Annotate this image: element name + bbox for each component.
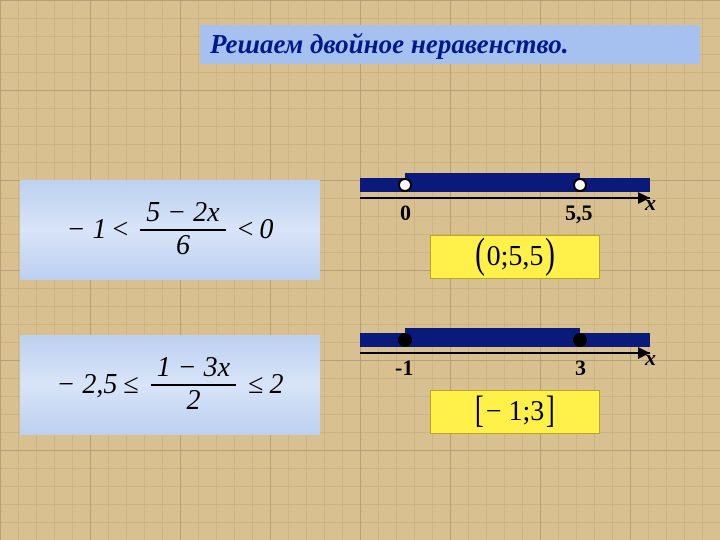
interval2-body: − 1;3 bbox=[486, 396, 545, 428]
nl1-point-right bbox=[574, 179, 586, 191]
interval-2: [ − 1;3 ] bbox=[430, 390, 600, 434]
ineq1-numerator: 5 − 2x bbox=[140, 198, 225, 231]
number-line-1: 0 5,5 x bbox=[350, 170, 670, 230]
ineq2-numerator: 1 − 3x bbox=[151, 353, 236, 386]
ineq2-lhs: − 2,5 bbox=[57, 369, 118, 401]
inequality-2: − 2,5 ≤ 1 − 3x 2 ≤ 2 bbox=[20, 335, 320, 435]
nl2-label-left: -1 bbox=[395, 355, 413, 380]
ineq2-op2: ≤ bbox=[248, 369, 263, 401]
nl1-label-left: 0 bbox=[400, 200, 411, 225]
interval-1: ( 0;5,5 ) bbox=[430, 235, 600, 279]
inequality-1: − 1 < 5 − 2x 6 < 0 bbox=[20, 180, 320, 280]
ineq2-fraction: 1 − 3x 2 bbox=[151, 353, 236, 417]
page-title: Решаем двойное неравенство. bbox=[200, 25, 700, 64]
ineq1-rhs: 0 bbox=[259, 214, 273, 246]
nl2-point-right bbox=[574, 334, 586, 346]
nl2-axis-label: x bbox=[644, 345, 656, 370]
ineq1-lhs: − 1 bbox=[67, 214, 107, 246]
ineq2-denominator: 2 bbox=[180, 386, 206, 417]
number-line-2: -1 3 x bbox=[350, 325, 670, 385]
interval2-open: [ bbox=[475, 399, 484, 422]
ineq1-denominator: 6 bbox=[170, 231, 196, 262]
nl1-label-right: 5,5 bbox=[565, 200, 593, 225]
nl1-point-left bbox=[399, 179, 411, 191]
ineq2-op1: ≤ bbox=[123, 369, 138, 401]
interval1-open: ( bbox=[475, 242, 485, 267]
interval1-body: 0;5,5 bbox=[487, 241, 544, 273]
ineq2-rhs: 2 bbox=[269, 369, 283, 401]
interval2-close: ] bbox=[546, 399, 555, 422]
ineq1-op1: < bbox=[112, 214, 128, 246]
interval1-close: ) bbox=[545, 242, 555, 267]
nl1-axis-label: x bbox=[644, 190, 656, 215]
nl2-point-left bbox=[399, 334, 411, 346]
ineq1-op2: < bbox=[238, 214, 254, 246]
ineq1-fraction: 5 − 2x 6 bbox=[140, 198, 225, 262]
nl2-label-right: 3 bbox=[575, 355, 586, 380]
